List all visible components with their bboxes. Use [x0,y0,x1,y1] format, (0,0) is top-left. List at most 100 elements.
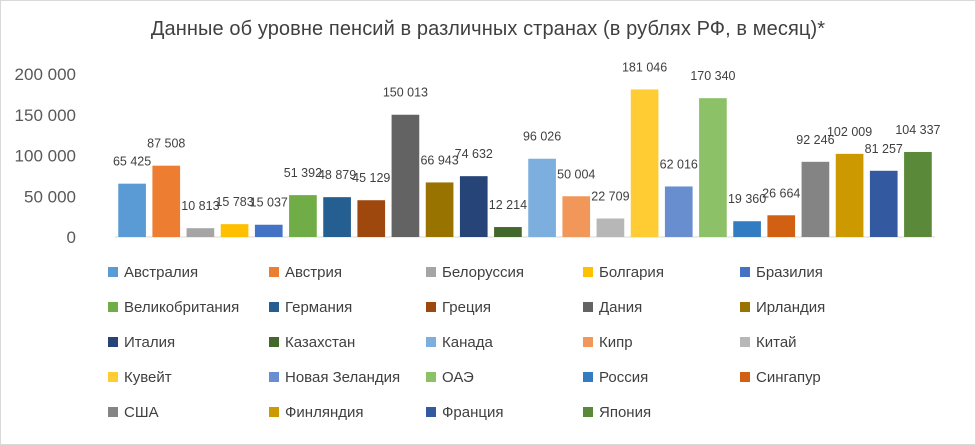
data-label: 12 214 [489,198,527,212]
legend-swatch [269,267,279,277]
legend-swatch [426,372,436,382]
data-label: 10 813 [181,199,219,213]
legend-label: Кипр [599,333,633,351]
bar [904,151,932,237]
y-tick-label: 50 000 [24,187,76,206]
legend-label: Болгария [599,263,664,281]
bar [391,114,420,237]
data-label: 81 257 [865,142,903,156]
data-label: 87 508 [147,137,185,151]
bar [801,161,830,237]
bar [835,153,864,237]
legend-swatch [583,372,593,382]
legend-item: Великобритания [108,297,239,317]
legend-item: Болгария [583,262,664,282]
data-label: 92 246 [796,133,834,147]
data-label: 65 425 [113,155,151,169]
data-label: 15 037 [250,196,288,210]
bars [118,89,932,237]
y-tick-label: 150 000 [15,106,76,125]
legend-item: Италия [108,332,175,352]
legend-item: ОАЭ [426,367,474,387]
legend-swatch [426,302,436,312]
bar [425,182,454,237]
bar [733,221,761,237]
data-label: 102 009 [827,125,872,139]
legend-label: Бразилия [756,263,823,281]
legend-swatch [426,267,436,277]
legend-label: Ирландия [756,298,826,316]
bar [186,228,215,237]
legend-item: Дания [583,297,642,317]
legend-label: Великобритания [124,298,240,316]
legend-swatch [740,267,750,277]
legend-item: Россия [583,367,648,387]
legend-item: Япония [583,402,651,422]
bar [220,224,249,237]
bar [357,200,386,237]
legend-swatch [583,267,593,277]
legend-swatch [269,302,279,312]
legend-label: Канада [442,333,493,351]
legend-label: ОАЭ [442,368,474,386]
legend-item: Германия [269,297,352,317]
data-label: 19 360 [728,192,766,206]
y-tick-label: 0 [67,228,76,247]
legend-item: Кувейт [108,367,172,387]
legend-label: Сингапур [756,368,821,386]
legend-item: Сингапур [740,367,821,387]
legend-label: Китай [756,333,797,351]
legend-item: Китай [740,332,797,352]
legend-swatch [740,337,750,347]
bar [699,98,727,237]
legend-swatch [583,302,593,312]
legend-item: Канада [426,332,493,352]
legend-label: Греция [442,298,492,316]
legend-item: Австралия [108,262,198,282]
legend-label: Австралия [124,263,199,281]
legend-label: Казахстан [285,333,356,351]
legend-label: Италия [124,333,176,351]
legend-swatch [108,372,118,382]
legend-swatch [426,407,436,417]
legend-swatch [269,337,279,347]
legend-item: Бразилия [740,262,823,282]
data-label: 26 664 [762,186,800,200]
legend-item: Франция [426,402,503,422]
bar [869,170,898,237]
bar [118,183,146,237]
data-label: 51 392 [284,166,322,180]
data-label: 48 879 [318,168,356,182]
bar [459,176,488,237]
bar [254,224,283,237]
bar [152,165,181,237]
legend-label: Германия [285,298,353,316]
legend-label: Россия [599,368,649,386]
legend-item: Австрия [269,262,342,282]
data-label: 96 026 [523,130,561,144]
legend-label: Финляндия [285,403,364,421]
y-tick-label: 100 000 [15,147,76,166]
y-tick-label: 200 000 [15,65,76,84]
legend-label: Кувейт [124,368,172,386]
data-label: 150 013 [383,86,428,100]
legend-label: США [124,403,159,421]
data-label: 22 709 [591,189,629,203]
legend-item: Греция [426,297,491,317]
bar [494,227,522,237]
bar [664,186,693,237]
data-label: 15 783 [215,195,253,209]
legend-label: Белоруссия [442,263,524,281]
bar [562,196,591,237]
legend-swatch [426,337,436,347]
legend-label: Франция [442,403,504,421]
legend-label: Новая Зеландия [285,368,401,386]
legend-swatch [269,372,279,382]
data-label: 170 340 [690,69,735,83]
legend-item: Казахстан [269,332,355,352]
bar [289,195,317,237]
y-axis: 0 50 000 100 000 150 000 200 000 [15,65,76,247]
legend-swatch [740,302,750,312]
data-label: 50 004 [557,167,595,181]
